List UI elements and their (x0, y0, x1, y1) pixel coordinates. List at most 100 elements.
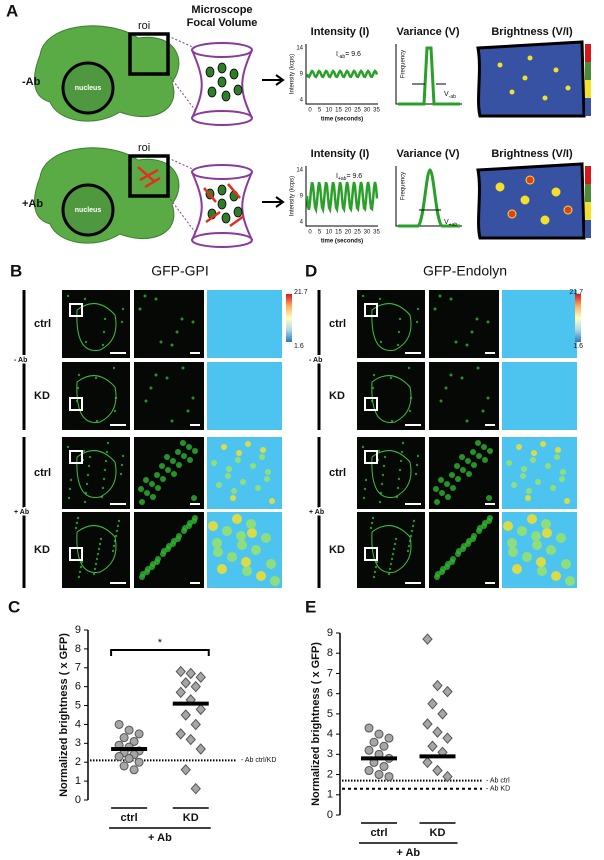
gfp-signal (380, 482, 384, 486)
fluorophore (217, 76, 227, 88)
gfp-signal (449, 297, 453, 301)
gfp-signal (96, 552, 100, 556)
color-key (585, 202, 591, 220)
gfp-signal (154, 373, 158, 377)
gfp-signal (104, 459, 108, 463)
gfp-signal (389, 376, 393, 380)
color-key (585, 98, 591, 116)
gfp-signal (439, 399, 443, 403)
gfp-signal (390, 419, 394, 423)
micrograph (429, 290, 499, 358)
x-tick-label: ctrl (121, 812, 138, 824)
gfp-signal (97, 547, 101, 551)
gfp-signal (121, 454, 125, 458)
gfp-signal (434, 499, 440, 505)
gfp-signal (155, 556, 161, 562)
gfp-signal (102, 330, 106, 334)
bright-spot (559, 476, 565, 482)
tick-label: 35 (373, 108, 380, 114)
gfp-signal (449, 373, 453, 377)
gfp-signal (187, 520, 193, 526)
gfp-signal (449, 472, 455, 478)
data-point (379, 761, 389, 771)
gfp-signal (379, 340, 383, 344)
gfp-signal (101, 343, 105, 347)
row-label: ctrl (329, 318, 346, 330)
gfp-signal (159, 340, 163, 344)
roi (69, 547, 83, 561)
group-label: + Ab (14, 509, 29, 516)
y-tick-label: 0 (327, 809, 333, 821)
roi (69, 303, 83, 317)
gfp-signal (102, 477, 106, 481)
gfp-signal (481, 409, 485, 413)
x-tick-label: KD (183, 812, 199, 824)
gfp-signal (363, 487, 367, 491)
bright-spot (522, 552, 532, 562)
gfp-signal (461, 543, 467, 549)
tick-label: 15 (335, 230, 342, 236)
gfp-signal (191, 495, 197, 501)
data-point (119, 733, 129, 743)
gfp-signal (412, 519, 416, 523)
gfp-signal (392, 547, 396, 551)
gfp-signal (92, 572, 96, 576)
gfp-signal (399, 459, 403, 463)
gfp-signal (80, 560, 84, 564)
tick-label: 25 (354, 230, 361, 236)
axis-label: time (seconds) (321, 117, 363, 123)
axis-label: Intensity (kcps) (290, 176, 296, 216)
bright-spot (235, 457, 241, 463)
tick-label: 9 (300, 194, 304, 200)
gfp-signal (416, 307, 420, 311)
bright-spot (531, 531, 541, 541)
y-tick-label: 3 (75, 737, 81, 749)
gfp-signal (465, 458, 471, 464)
mean-annotation-part: I (336, 173, 338, 180)
color-key (585, 184, 591, 202)
bright-spot (542, 528, 552, 538)
gfp-signal (76, 516, 80, 520)
antibody (139, 168, 159, 182)
gfp-signal (387, 572, 391, 576)
gfp-signal (408, 409, 412, 413)
data-point (442, 770, 453, 783)
molecule (497, 62, 503, 68)
bright-spot (242, 566, 252, 576)
axis-label: Normalized brightness ( x GFP) (58, 633, 70, 797)
gfp-signal (120, 463, 124, 467)
bright-spot (512, 564, 522, 574)
x-tick-label: KD (430, 827, 446, 839)
bright-spot (245, 441, 251, 447)
data-point (369, 737, 379, 747)
histogram (398, 46, 460, 106)
gfp-signal (378, 297, 382, 301)
cell-outline (371, 303, 412, 351)
arrow (262, 74, 285, 86)
focal-title: Microscope (191, 4, 252, 16)
y-tick-label: 5 (327, 708, 333, 720)
antibody (229, 214, 245, 228)
gfp-signal (170, 419, 174, 423)
gfp-signal (116, 524, 120, 528)
bright-spot (225, 473, 231, 479)
reference-label: - Ab ctrl/KD (241, 757, 276, 764)
gfp-signal (407, 366, 411, 370)
tick-label: 4 (300, 220, 304, 226)
data-point (422, 718, 433, 730)
gfp-signal (482, 520, 488, 526)
bright-spot (532, 540, 542, 550)
gfp-signal (66, 445, 70, 449)
gfp-signal (481, 444, 487, 450)
variance-title: Variance (V) (397, 26, 460, 38)
data-point (185, 667, 196, 680)
variance-annotation-part: V (444, 219, 449, 226)
mean-annotation: I+ab= 9.6 (336, 173, 362, 182)
gfp-signal (450, 485, 456, 491)
mean-annotation-part: = 9.6 (345, 51, 361, 58)
bright-spot (503, 521, 513, 531)
gfp-signal (415, 320, 419, 324)
data-point (124, 753, 134, 763)
significance-label: * (158, 637, 163, 649)
data-point (114, 719, 124, 729)
